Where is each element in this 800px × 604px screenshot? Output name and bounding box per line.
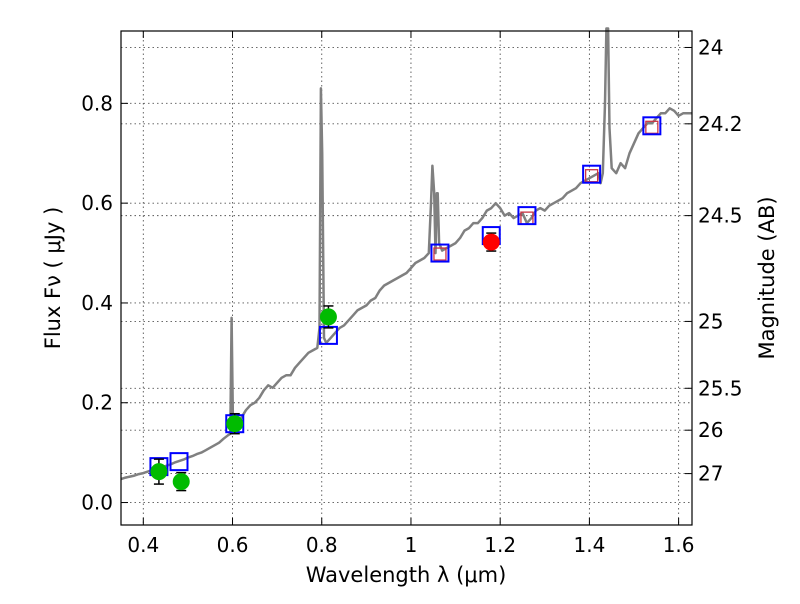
mag-tick-label: 24.5 [698, 204, 743, 228]
x-tick-label: 1.2 [484, 533, 516, 557]
y-tick-label: 0.2 [81, 391, 113, 415]
y-tick-label: 0.4 [81, 291, 113, 315]
x-axis-label: Wavelength λ (μm) [306, 563, 507, 587]
green-point-marker [319, 308, 337, 326]
model-square-marker [517, 206, 537, 226]
mag-tick-label: 26 [698, 418, 723, 442]
mag-tick-label: 24 [698, 35, 723, 59]
mag-tick-label: 24.2 [698, 112, 743, 136]
model-square-marker [430, 243, 450, 263]
tick-layer: 0.4 0.6 0.8 1 1.2 1.4 1.6 0.0 0.2 0.4 0.6 0.8 24 24.2… [81, 31, 743, 557]
mag-tick-label: 27 [698, 462, 723, 486]
plot-frame [120, 30, 693, 526]
y2-axis-label: Magnitude (AB) [755, 196, 779, 359]
x-tick-label: 1.4 [573, 533, 605, 557]
inner-square-marker [433, 247, 447, 261]
green-point-marker [172, 473, 190, 491]
model-square-marker [582, 164, 602, 184]
green-point-marker [150, 463, 168, 481]
x-tick-label: 1.6 [663, 533, 695, 557]
y-axis-label: Flux Fν ( μJy ) [41, 207, 65, 350]
y-tick-label: 0.0 [81, 491, 113, 515]
red-point-marker [482, 233, 500, 251]
x-tick-label: 1 [405, 533, 418, 557]
inner-square-marker [584, 169, 599, 183]
inner-square-marker [645, 120, 659, 134]
x-tick-label: 0.8 [306, 533, 338, 557]
y-tick-label: 0.6 [81, 191, 113, 215]
data-layer [120, 27, 692, 492]
green-point-marker [226, 415, 244, 433]
model-square-marker [642, 116, 662, 136]
x-tick-label: 0.6 [217, 533, 249, 557]
sed-line [120, 27, 692, 481]
x-tick-label: 0.4 [127, 533, 159, 557]
mag-tick-label: 25.5 [698, 376, 743, 400]
model-square-marker [169, 452, 189, 472]
y-tick-label: 0.8 [81, 91, 113, 115]
grid-layer [121, 31, 692, 525]
mag-tick-label: 25 [698, 309, 723, 333]
